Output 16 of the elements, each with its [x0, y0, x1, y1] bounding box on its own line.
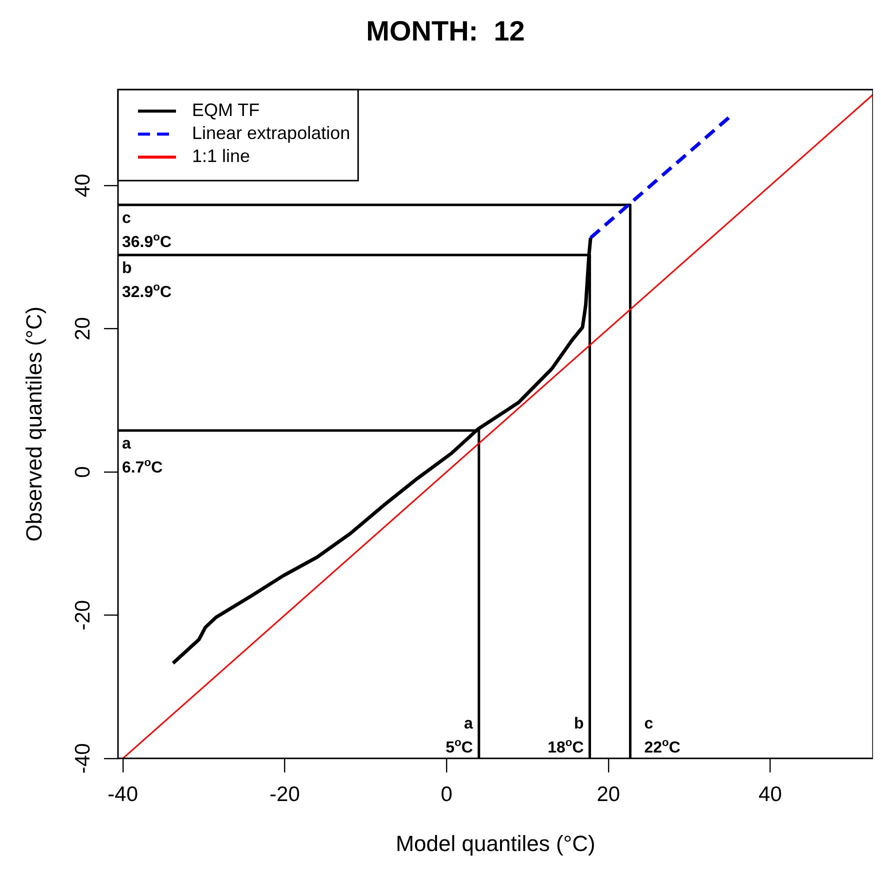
x-axis-title: Model quantiles (°C): [396, 830, 596, 856]
y-tick-label: -20: [71, 600, 94, 630]
y-tick-label: -40: [71, 743, 94, 774]
legend-label: EQM TF: [192, 100, 260, 120]
chart-title: MONTH: 12: [366, 16, 525, 47]
y-axis-title: Observed quantiles (°C): [21, 306, 46, 542]
x-tick-label: 0: [440, 782, 452, 806]
x-tick-label: 40: [758, 782, 782, 806]
y-tick-label: 20: [71, 317, 94, 340]
y-tick-label: 40: [71, 174, 94, 198]
x-tick-label: 20: [596, 782, 620, 806]
legend-label: 1:1 line: [192, 146, 250, 166]
legend-label: Linear extrapolation: [192, 123, 350, 144]
x-tick-label: -40: [108, 782, 138, 806]
y-tick-label: 0: [71, 466, 94, 478]
x-tick-label: -20: [270, 782, 300, 806]
